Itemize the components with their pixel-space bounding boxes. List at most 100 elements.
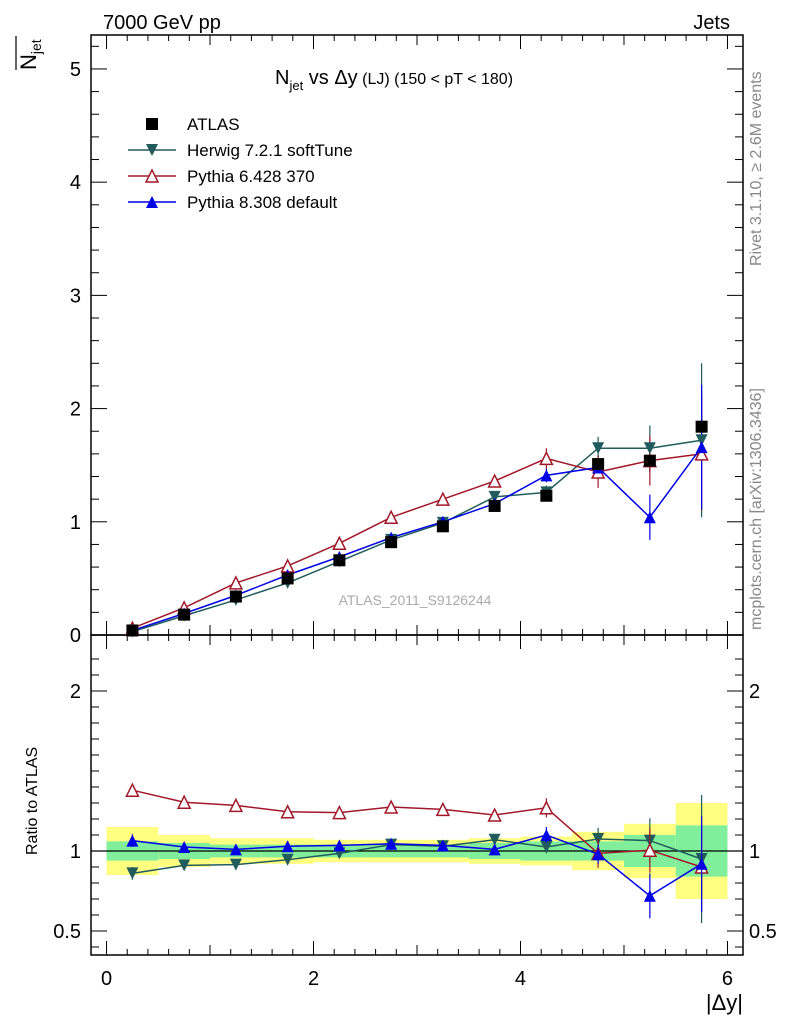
- pythia-6-428-370-ratio-point: [125, 782, 140, 797]
- pythia-6-428-370-ratio-point: [642, 842, 658, 857]
- y-tick-label-ratio: 2: [70, 681, 81, 703]
- y-tick-label-ratio: 0.5: [53, 921, 81, 943]
- x-tick-label: 2: [308, 968, 319, 990]
- legend-marker-atlas: [146, 118, 158, 130]
- main-plot-title: Njet vs Δy (LJ) (150 < pT < 180): [275, 67, 513, 93]
- herwig-7-2-1-softtune-line: [132, 439, 702, 633]
- main-y-axis-label: Njet: [15, 36, 44, 70]
- atlas-point: [281, 572, 294, 585]
- y-label-n: N: [16, 54, 41, 70]
- pythia-8-308-default-ratio-point: [540, 829, 553, 841]
- atlas-point: [385, 536, 398, 549]
- legend-label-pythia-6-428-370: Pythia 6.428 370: [187, 167, 315, 186]
- pythia-8-308-default-point: [643, 511, 656, 524]
- herwig-7-2-1-softtune-ratio-point: [281, 853, 294, 866]
- herwig-7-2-1-softtune-point: [643, 442, 656, 455]
- y-tick-label-main: 2: [70, 399, 81, 421]
- y-tick-label-ratio-right: 2: [749, 681, 760, 703]
- pythia-6-428-370-ratio-point: [332, 804, 347, 820]
- ratio-frame: [90, 634, 744, 956]
- legend: ATLAS Herwig 7.2.1 softTune Pythia 6.428 3…: [128, 115, 353, 212]
- pythia-8-308-default-ratio-point: [592, 848, 605, 861]
- legend-marker-herwig-7-2-1-softtune: [146, 144, 158, 156]
- herwig-7-2-1-softtune-ratio-line: [132, 838, 702, 875]
- herwig-7-2-1-softtune-ratio-point: [229, 858, 242, 871]
- legend-label-herwig-7-2-1-softtune: Herwig 7.2.1 softTune: [187, 141, 353, 160]
- herwig-7-2-1-softtune-ratio-point: [488, 833, 501, 846]
- atlas-point: [488, 499, 501, 512]
- x-axis-label: |Δy|: [706, 990, 743, 1015]
- y-tick-label-main: 4: [70, 172, 81, 194]
- pythia-6-428-370-line: [132, 453, 702, 629]
- herwig-7-2-1-softtune-point: [695, 434, 708, 447]
- analysis-watermark: ATLAS_2011_S9126244: [339, 592, 492, 608]
- legend-marker-pythia-6-428-370: [144, 168, 160, 183]
- ratio-y-axis-label: Ratio to ATLAS: [24, 747, 41, 855]
- pythia-6-428-370-point: [539, 450, 554, 466]
- pythia-6-428-370-point: [435, 491, 451, 506]
- atlas-point: [695, 420, 708, 433]
- svg-text:Njet: Njet: [16, 39, 44, 70]
- x-tick-label: 4: [515, 968, 526, 990]
- atlas-point: [229, 590, 242, 603]
- y-tick-label-ratio: 1: [70, 841, 81, 863]
- pythia-6-428-370-point: [228, 575, 244, 590]
- pythia-8-308-default-ratio-line: [132, 834, 702, 897]
- pythia-8-308-default-ratio-point: [488, 843, 501, 856]
- pythia-8-308-default-ratio-point: [126, 834, 139, 847]
- atlas-point: [643, 454, 656, 467]
- pythia-6-428-370-ratio-point: [228, 797, 244, 813]
- pythia-6-428-370-point: [383, 509, 399, 525]
- pythia-6-428-370-ratio-point: [487, 807, 502, 822]
- pythia-6-428-370-point: [487, 473, 502, 488]
- pythia-8-308-default-ratio-point: [385, 837, 398, 850]
- pythia-6-428-370-ratio-point: [280, 804, 295, 819]
- herwig-7-2-1-softtune-ratio-point: [126, 867, 139, 880]
- pythia-8-308-default-point: [695, 441, 708, 454]
- pythia-8-308-default-ratio-point: [333, 839, 346, 852]
- legend-label-atlas: ATLAS: [187, 115, 240, 134]
- pythia-6-428-370-ratio-line: [132, 789, 702, 868]
- x-tick-label: 0: [101, 968, 112, 990]
- pythia-8-308-default-ratio-point: [436, 839, 449, 852]
- header-right-label: Jets: [693, 12, 730, 34]
- atlas-point: [333, 554, 346, 567]
- x-tick-label: 6: [722, 968, 733, 990]
- pythia-6-428-370-ratio-point: [435, 801, 451, 817]
- y-tick-label-main: 1: [70, 512, 81, 534]
- pythia-6-428-370-ratio-point: [539, 800, 554, 815]
- pythia-6-428-370-point: [332, 535, 347, 551]
- herwig-7-2-1-softtune-ratio-point: [178, 859, 191, 872]
- pythia-8-308-default-line: [132, 446, 703, 632]
- legend-label-pythia-8-308-default: Pythia 8.308 default: [187, 193, 338, 212]
- y-tick-label-ratio-right: 1: [749, 841, 760, 863]
- herwig-7-2-1-softtune-ratio-point: [540, 841, 553, 853]
- herwig-7-2-1-softtune-point: [592, 442, 605, 455]
- atlas-point: [126, 624, 139, 637]
- y-label-sub: jet: [28, 39, 44, 55]
- pythia-8-308-default-ratio-point: [695, 857, 708, 870]
- atlas-point: [592, 458, 605, 471]
- pythia-8-308-default-point: [540, 469, 553, 482]
- herwig-7-2-1-softtune-point: [488, 490, 501, 503]
- pythia-6-428-370-ratio-point: [176, 794, 192, 809]
- plot-frames: 0 2 4 6 0 1 2 3 4 5 0.5 0.5 1 1 2 2: [53, 34, 777, 990]
- pythia-8-308-default-ratio-point: [281, 840, 294, 853]
- y-tick-label-main: 3: [70, 285, 81, 307]
- atlas-point: [540, 489, 553, 502]
- pythia-8-308-default-ratio-point: [178, 841, 191, 853]
- header-left-label: 7000 GeV pp: [103, 12, 221, 34]
- legend-marker-pythia-8-308-default: [146, 196, 158, 208]
- mcplots-label: mcplots.cern.ch [arXiv:1306.3436]: [748, 388, 765, 630]
- y-tick-label-ratio-right: 0.5: [749, 921, 777, 943]
- pythia-8-308-default-ratio-point: [229, 843, 242, 856]
- y-tick-label-main: 5: [70, 59, 81, 81]
- pythia-6-428-370-point: [694, 446, 709, 461]
- atlas-point: [178, 608, 191, 621]
- data-series: [125, 363, 709, 923]
- pythia-6-428-370-ratio-point: [383, 799, 399, 814]
- rivet-version-label: Rivet 3.1.10, ≥ 2.6M events: [748, 71, 765, 266]
- y-tick-label-main: 0: [70, 625, 81, 647]
- atlas-point: [436, 520, 449, 533]
